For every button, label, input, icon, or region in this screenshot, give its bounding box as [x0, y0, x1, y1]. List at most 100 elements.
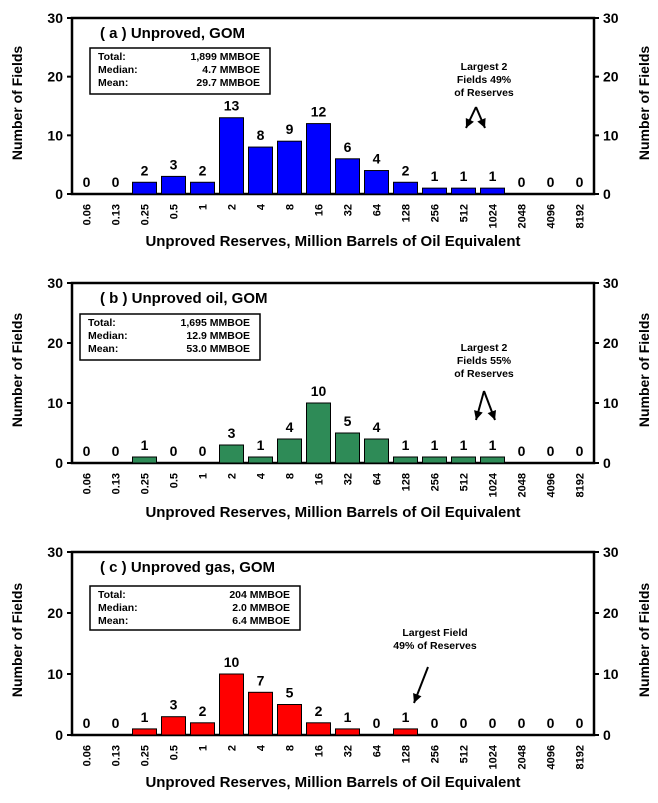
x-tick-label-a-16: 4096 [546, 204, 558, 228]
bar-a-3 [161, 175, 186, 195]
bar-value-label-b-4: 0 [199, 443, 207, 459]
bar-value-label-a-3: 3 [170, 156, 178, 172]
bar-b-10 [364, 438, 389, 464]
bar-value-label-c-10: 0 [373, 715, 381, 731]
bar-value-label-c-6: 7 [257, 672, 265, 688]
stats-label-a-2: Mean: [98, 77, 128, 89]
y-tick-label-left-c: 30 [47, 544, 63, 560]
x-tick-label-a-6: 4 [256, 203, 268, 210]
y-tick-label-left-b: 0 [55, 455, 63, 471]
bar-a-13 [451, 187, 476, 195]
stats-value-b-0: 1,695 MMBOE [181, 317, 250, 329]
x-tick-label-c-7: 8 [285, 745, 297, 751]
annotation-line-c-0: Largest Field [402, 627, 467, 639]
bar-c-7 [277, 704, 302, 736]
plot-frame-a [70, 16, 596, 196]
x-tick-label-c-15: 2048 [517, 745, 529, 769]
bar-b-12 [422, 456, 447, 464]
bar-value-label-a-0: 0 [83, 174, 91, 190]
bar-a-11 [393, 181, 418, 195]
bar-c-4 [190, 722, 215, 736]
y-tick-label-left-c: 20 [47, 605, 63, 621]
x-tick-label-b-3: 0.5 [169, 473, 181, 488]
bar-value-label-c-4: 2 [199, 703, 207, 719]
bar-a-14 [480, 187, 505, 195]
bar-value-label-a-10: 4 [373, 151, 381, 167]
bar-a-5 [219, 117, 244, 195]
bar-value-label-c-8: 2 [315, 703, 323, 719]
stats-box-c [89, 585, 301, 631]
x-tick-label-a-5: 2 [227, 204, 239, 210]
bar-value-label-c-13: 0 [460, 715, 468, 731]
y-tick-label-left-b: 10 [47, 395, 63, 411]
x-tick-label-a-0: 0.06 [82, 204, 94, 225]
x-tick-label-a-11: 128 [401, 204, 413, 222]
x-tick-label-c-8: 16 [314, 745, 326, 757]
bar-value-label-a-17: 0 [576, 174, 584, 190]
stats-label-c-1: Median: [98, 602, 138, 614]
bar-value-label-c-15: 0 [518, 715, 526, 731]
bar-b-11 [393, 456, 418, 464]
x-tick-label-b-13: 512 [459, 473, 471, 491]
bar-value-label-c-14: 0 [489, 715, 497, 731]
annotation-arrowhead-b-1 [487, 409, 497, 420]
x-tick-label-b-12: 256 [430, 473, 442, 491]
x-tick-label-b-4: 1 [198, 473, 210, 479]
y-tick-label-right-c: 30 [603, 544, 619, 560]
stats-label-c-2: Mean: [98, 615, 128, 627]
stats-box-a [89, 47, 271, 95]
bar-c-5 [219, 673, 244, 736]
bar-b-8 [306, 402, 331, 464]
y-axis-label-right-a: Number of Fields [636, 46, 652, 161]
bar-value-label-b-16: 0 [547, 443, 555, 459]
y-tick-label-left-c: 10 [47, 666, 63, 682]
bar-value-label-a-7: 9 [286, 121, 294, 137]
x-tick-label-a-2: 0.25 [140, 204, 152, 225]
bar-a-6 [248, 146, 273, 195]
plot-frame-c [70, 550, 596, 737]
y-axis-label-left-a: Number of Fields [9, 46, 25, 161]
annotation-line-b-1: Fields 55% [457, 355, 512, 367]
plot-frame-b [70, 281, 596, 465]
y-tick-label-left-a: 20 [47, 69, 63, 85]
bar-a-4 [190, 181, 215, 195]
x-tick-label-b-16: 4096 [546, 473, 558, 497]
y-axis-label-right-c: Number of Fields [636, 583, 652, 698]
bar-value-label-b-13: 1 [460, 437, 468, 453]
y-tick-label-right-c: 0 [603, 727, 611, 743]
bar-value-label-b-10: 4 [373, 419, 381, 435]
panel-title-c: ( c ) Unproved gas, GOM [100, 559, 275, 576]
bar-a-10 [364, 170, 389, 195]
annotation-line-a-0: Largest 2 [461, 61, 508, 73]
x-tick-label-c-14: 1024 [488, 744, 500, 769]
bar-a-9 [335, 158, 360, 195]
y-tick-label-left-b: 30 [47, 275, 63, 291]
x-tick-label-a-4: 1 [198, 204, 210, 210]
x-tick-label-b-0: 0.06 [82, 473, 94, 494]
bar-b-13 [451, 456, 476, 464]
bar-value-label-c-0: 0 [83, 715, 91, 731]
x-axis-label-b: Unproved Reserves, Million Barrels of Oi… [145, 504, 520, 521]
bar-value-label-a-13: 1 [460, 168, 468, 184]
bar-a-12 [422, 187, 447, 195]
bar-value-label-b-1: 0 [112, 443, 120, 459]
y-axis-label-right-b: Number of Fields [636, 313, 652, 428]
x-tick-label-c-5: 2 [227, 745, 239, 751]
bar-value-label-c-17: 0 [576, 715, 584, 731]
x-tick-label-b-14: 1024 [488, 472, 500, 497]
annotation-arrowhead-c-0 [413, 692, 422, 703]
x-tick-label-c-9: 32 [343, 745, 355, 757]
annotation-line-c-1: 49% of Reserves [393, 640, 477, 652]
bar-value-label-b-17: 0 [576, 443, 584, 459]
bar-value-label-b-15: 0 [518, 443, 526, 459]
bar-value-label-a-9: 6 [344, 139, 352, 155]
annotation-arrowhead-b-0 [474, 410, 483, 420]
bar-a-2 [132, 181, 157, 195]
annotation-line-a-1: Fields 49% [457, 74, 512, 86]
bar-value-label-a-2: 2 [141, 162, 149, 178]
y-tick-label-right-a: 0 [603, 186, 611, 202]
bar-value-label-b-14: 1 [489, 437, 497, 453]
